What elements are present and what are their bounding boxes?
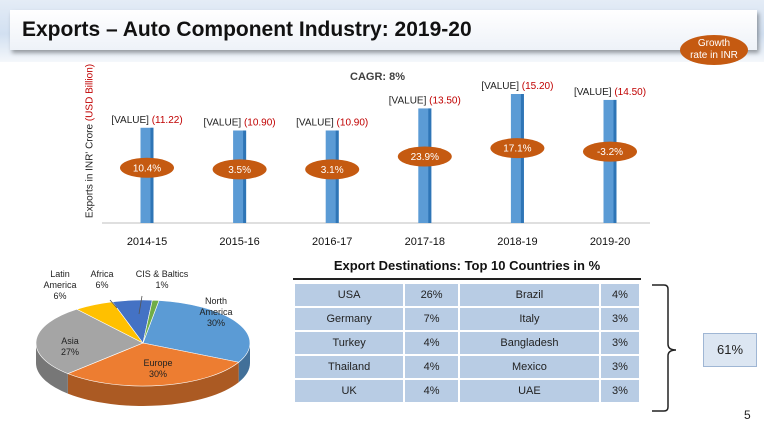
bar-data-label-2014-15: [VALUE] (11.22) (111, 115, 182, 126)
bar-2018-19 (510, 94, 524, 223)
pie-side-north-america-0 (238, 343, 250, 383)
growth-rate-legend-text: Growth rate in INR (690, 38, 738, 61)
table-cell: Mexico (459, 356, 599, 378)
bar-data-label-2015-16: [VALUE] (10.90) (204, 117, 276, 128)
table-cell: UAE (459, 380, 599, 402)
pie-value-africa: 6% (95, 280, 108, 290)
table-cell: 7% (405, 308, 458, 330)
destinations-table-title: Export Destinations: Top 10 Countries in… (333, 258, 601, 273)
destinations-title-rule (293, 278, 641, 280)
growth-rate-label-2018-19: 17.1% (503, 144, 531, 155)
pie-leader-africa (109, 299, 118, 309)
table-cell: 4% (405, 380, 458, 402)
growth-badge-2016-17 (305, 159, 360, 180)
table-row: UK 4% UAE 3% (295, 380, 639, 402)
bar-data-label-2016-17: [VALUE] (10.90) (296, 117, 368, 128)
pie-slice-north-america (142, 300, 251, 363)
pie-label-cis-baltics: CIS & Baltics (136, 269, 189, 279)
growth-badge-2014-15 (120, 157, 174, 178)
growth-rate-label-2015-16: 3.5% (228, 165, 251, 176)
pie-slice-europe (67, 342, 240, 387)
growth-badge-2015-16 (212, 159, 267, 180)
table-cell: 26% (405, 284, 458, 306)
x-tick-label-2018-19: 2018-19 (497, 236, 537, 248)
table-cell: UK (295, 380, 404, 402)
table-cell: USA (295, 284, 404, 306)
growth-rate-label-2019-20: -3.2% (597, 147, 623, 158)
pie-side-europe-0 (67, 362, 239, 407)
table-row: Turkey 4% Bangladesh 3% (295, 332, 639, 354)
table-cell: 3% (600, 308, 639, 330)
growth-rate-legend-badge: Growth rate in INR (680, 35, 748, 65)
bar-data-label-2018-19: [VALUE] (15.20) (481, 81, 553, 92)
pie-value-cis-baltics: 1% (155, 280, 168, 290)
cagr-annotation: CAGR: 8% (350, 71, 406, 83)
pie-value-latin-america: 6% (53, 291, 66, 301)
table-cell: 3% (600, 380, 639, 402)
pie-slice-asia (35, 308, 144, 374)
growth-rate-label-2017-18: 23.9% (411, 152, 439, 163)
bar-shade-2018-19 (520, 94, 524, 223)
top10-total-box: 61% (703, 333, 757, 367)
pie-leader-cis-baltics (138, 295, 143, 315)
table-cell: 3% (600, 356, 639, 378)
pie-side-asia-0 (36, 343, 68, 394)
table-cell: Thailand (295, 356, 404, 378)
pie-label-north-america: North (205, 296, 227, 306)
table-row: USA 26% Brazil 4% (295, 284, 639, 306)
page-number: 5 (744, 408, 751, 422)
x-tick-label-2019-20: 2019-20 (590, 236, 630, 248)
x-tick-label-2015-16: 2015-16 (219, 236, 259, 248)
table-cell: Brazil (459, 284, 599, 306)
growth-badge-2017-18 (397, 146, 452, 167)
table-cell: 3% (600, 332, 639, 354)
growth-badge-2019-20 (583, 141, 637, 162)
pie-value-asia: 27% (61, 347, 79, 357)
slide-title: Exports – Auto Component Industry: 2019-… (22, 18, 472, 41)
table-cell: 4% (405, 332, 458, 354)
table-cell: Italy (459, 308, 599, 330)
table-cell: 4% (405, 356, 458, 378)
table-cell: 4% (600, 284, 639, 306)
x-tick-label-2017-18: 2017-18 (405, 236, 445, 248)
destinations-table: USA 26% Brazil 4% Germany 7% Italy 3% Turkey 4% Ba… (293, 282, 641, 404)
x-tick-label-2016-17: 2016-17 (312, 236, 352, 248)
table-row: Germany 7% Italy 3% (295, 308, 639, 330)
pie-value-north-america: 30% (207, 318, 225, 328)
table-cell: Turkey (295, 332, 404, 354)
pie-slice-cis-baltics (142, 299, 160, 344)
bar-shade-2019-20 (613, 99, 617, 223)
growth-rate-label-2014-15: 10.4% (133, 163, 161, 174)
growth-rate-label-2016-17: 3.1% (321, 165, 344, 176)
pie-label-europe: Europe (143, 358, 172, 368)
title-box: Exports – Auto Component Industry: 2019-… (10, 10, 757, 50)
table-cell: Germany (295, 308, 404, 330)
pie-value-europe: 30% (149, 369, 167, 379)
pie-label-latin-america-2: America (43, 280, 76, 290)
bar-data-label-2017-18: [VALUE] (13.50) (389, 95, 461, 106)
x-tick-label-2014-15: 2014-15 (127, 236, 167, 248)
table-cell: Bangladesh (459, 332, 599, 354)
pie-label-north-america-2: America (199, 307, 232, 317)
pie-label-latin-america: Latin (50, 269, 70, 279)
bar-data-label-2019-20: [VALUE] (14.50) (574, 87, 646, 98)
pie-label-asia: Asia (61, 336, 79, 346)
table-row: Thailand 4% Mexico 3% (295, 356, 639, 378)
pie-label-africa: Africa (90, 269, 113, 279)
growth-badge-2018-19 (490, 138, 545, 159)
